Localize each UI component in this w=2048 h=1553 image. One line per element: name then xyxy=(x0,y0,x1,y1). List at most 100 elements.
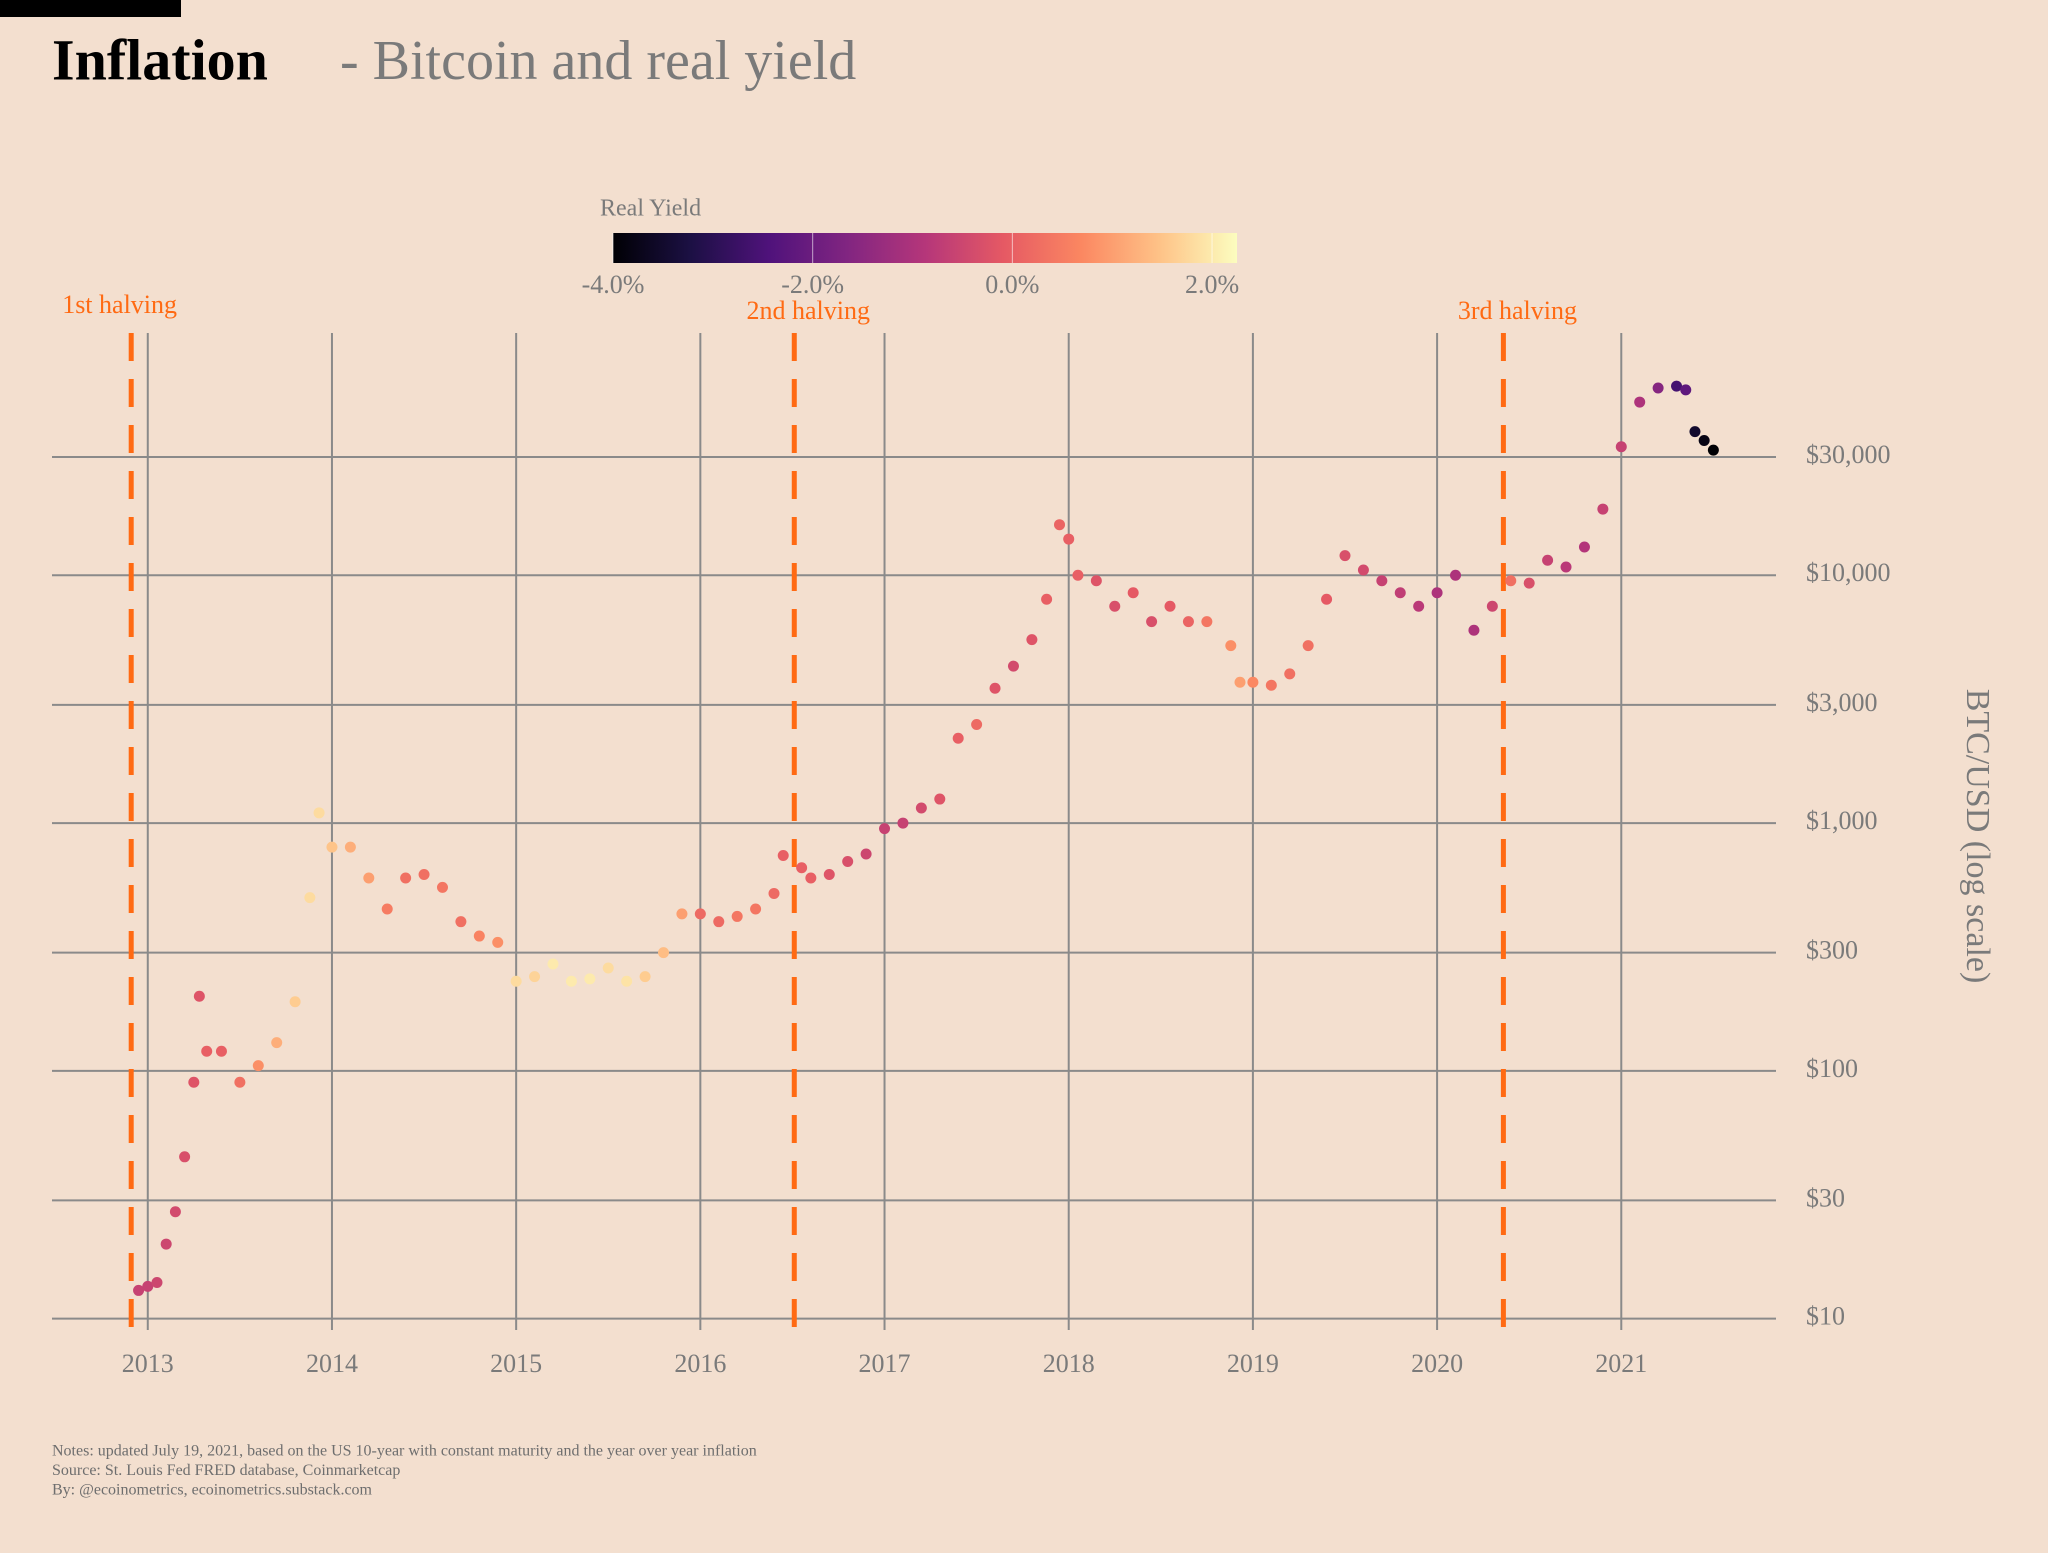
point xyxy=(381,903,393,915)
point xyxy=(1127,587,1139,599)
y-tick-label: $1,000 xyxy=(1806,806,1878,835)
x-tick-label: 2019 xyxy=(1227,1349,1279,1378)
point xyxy=(436,881,448,893)
point xyxy=(179,1151,191,1163)
point xyxy=(1054,519,1066,531)
point xyxy=(731,910,743,922)
colorbar-tick-label: 0.0% xyxy=(985,270,1039,299)
point xyxy=(400,872,412,884)
colorbar-tick-label: -2.0% xyxy=(781,270,844,299)
point xyxy=(1357,564,1369,576)
point xyxy=(989,682,1001,694)
point xyxy=(252,1060,264,1072)
point xyxy=(1560,561,1572,573)
point xyxy=(215,1045,227,1057)
point xyxy=(1041,593,1053,605)
y-tick-label: $30,000 xyxy=(1806,440,1891,469)
point xyxy=(658,947,670,959)
colorbar-tick-label: -4.0% xyxy=(582,270,645,299)
point xyxy=(694,908,706,920)
point xyxy=(1376,575,1388,587)
x-tick-label: 2016 xyxy=(674,1349,726,1378)
point xyxy=(805,872,817,884)
point xyxy=(510,975,522,987)
footnote: Notes: updated July 19, 2021, based on t… xyxy=(52,1443,757,1460)
decor-bar xyxy=(0,0,181,17)
x-tick-label: 2013 xyxy=(122,1349,174,1378)
x-tick-label: 2020 xyxy=(1411,1349,1463,1378)
point xyxy=(1201,616,1213,628)
point xyxy=(750,903,762,915)
point xyxy=(915,802,927,814)
point xyxy=(1634,396,1646,408)
point xyxy=(304,892,316,904)
point xyxy=(1063,533,1075,545)
point xyxy=(326,841,338,853)
point xyxy=(1680,384,1692,396)
halving-label: 1st halving xyxy=(62,290,177,319)
point xyxy=(1698,434,1710,446)
x-tick-label: 2015 xyxy=(490,1349,542,1378)
point xyxy=(1505,575,1517,587)
point xyxy=(1542,554,1554,566)
y-tick-label: $3,000 xyxy=(1806,688,1878,717)
chart-subtitle: - Bitcoin and real yield xyxy=(340,30,856,92)
point xyxy=(1652,382,1664,394)
point xyxy=(344,841,356,853)
footnote: By: @ecoinometrics, ecoinometrics.substa… xyxy=(52,1482,373,1499)
point xyxy=(193,990,205,1002)
x-tick-label: 2021 xyxy=(1595,1349,1647,1378)
point xyxy=(1615,441,1627,453)
point xyxy=(1090,575,1102,587)
point xyxy=(1302,640,1314,652)
point xyxy=(1234,676,1246,688)
point xyxy=(1007,660,1019,672)
point xyxy=(289,996,301,1008)
point xyxy=(1182,616,1194,628)
point xyxy=(1689,426,1701,438)
chart-title: Inflation xyxy=(52,27,268,92)
point xyxy=(934,793,946,805)
point xyxy=(1486,600,1498,612)
point xyxy=(151,1276,163,1288)
colorbar-tick-label: 2.0% xyxy=(1185,270,1239,299)
y-tick-label: $10,000 xyxy=(1806,558,1891,587)
point xyxy=(1450,569,1462,581)
y-tick-label: $30 xyxy=(1806,1183,1845,1212)
point xyxy=(777,849,789,861)
point xyxy=(952,732,964,744)
point xyxy=(584,973,596,985)
point xyxy=(1578,541,1590,553)
y-axis-title: BTC/USD (log scale) xyxy=(1959,689,1996,984)
point xyxy=(897,817,909,829)
y-tick-label: $300 xyxy=(1806,936,1858,965)
x-tick-label: 2014 xyxy=(306,1349,358,1378)
point xyxy=(1394,587,1406,599)
point xyxy=(1026,634,1038,646)
point xyxy=(1468,624,1480,636)
point xyxy=(879,823,891,835)
point xyxy=(1072,569,1084,581)
y-tick-label: $100 xyxy=(1806,1054,1858,1083)
point xyxy=(971,718,983,730)
point xyxy=(1597,503,1609,515)
point xyxy=(234,1076,246,1088)
point xyxy=(823,869,835,881)
point xyxy=(1247,676,1259,688)
point xyxy=(768,887,780,899)
point xyxy=(1109,600,1121,612)
halving-label: 3rd halving xyxy=(1458,296,1577,325)
point xyxy=(1339,550,1351,562)
point xyxy=(529,971,541,983)
point xyxy=(796,862,808,874)
point xyxy=(860,848,872,860)
point xyxy=(676,908,688,920)
point xyxy=(639,971,651,983)
x-tick-label: 2017 xyxy=(859,1349,911,1378)
point xyxy=(492,936,504,948)
point xyxy=(565,975,577,987)
point xyxy=(1321,593,1333,605)
point xyxy=(842,855,854,867)
point xyxy=(133,1284,145,1296)
